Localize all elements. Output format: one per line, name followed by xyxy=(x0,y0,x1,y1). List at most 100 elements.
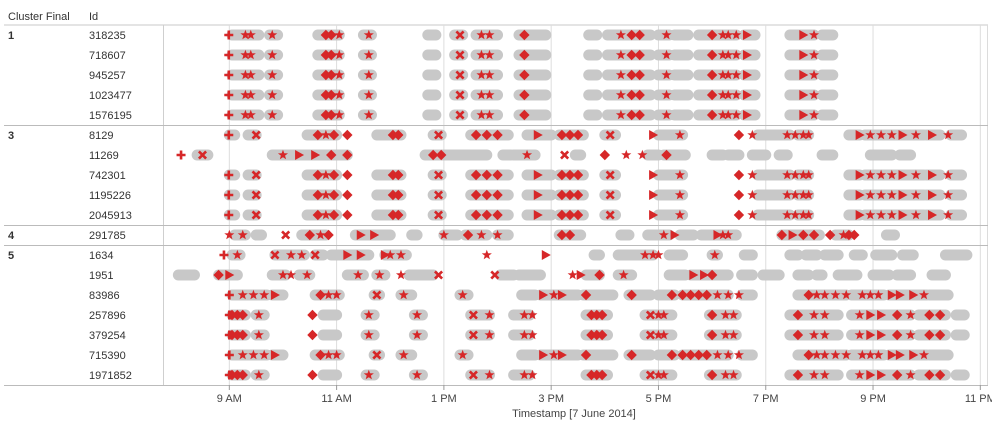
star-mark xyxy=(865,169,876,180)
star-mark xyxy=(731,49,742,60)
triangle-mark xyxy=(742,30,752,40)
star-mark xyxy=(790,189,801,200)
star-mark xyxy=(484,369,495,380)
star-mark xyxy=(709,249,720,260)
diamond-mark xyxy=(706,109,718,121)
diamond-mark xyxy=(572,129,584,141)
star-mark xyxy=(798,209,809,220)
star-mark xyxy=(808,309,820,320)
star-mark xyxy=(723,289,734,300)
cluster-label: 5 xyxy=(8,250,14,262)
timeline-row xyxy=(224,289,954,301)
cross-mark xyxy=(468,330,478,340)
star-mark xyxy=(457,349,468,360)
star-mark xyxy=(315,229,326,240)
diamond-mark xyxy=(666,289,678,301)
star-mark xyxy=(484,309,495,320)
row-id-label: 1195226 xyxy=(89,190,131,202)
diamond-mark xyxy=(891,369,903,381)
timeline-row xyxy=(172,269,951,281)
timeline-row xyxy=(224,29,839,41)
diamond-mark xyxy=(232,369,243,381)
row-id-label: 318235 xyxy=(89,30,126,42)
star-mark xyxy=(808,89,820,100)
star-mark xyxy=(747,189,758,200)
triangle-mark xyxy=(898,190,908,200)
star-mark xyxy=(733,289,744,300)
diamond-mark xyxy=(492,209,503,221)
diamond-mark xyxy=(626,109,637,121)
triangle-mark xyxy=(557,350,567,360)
star-mark xyxy=(323,349,334,360)
diamond-mark xyxy=(393,169,404,181)
star-mark xyxy=(782,209,793,220)
star-mark xyxy=(267,69,278,80)
triangle-mark xyxy=(799,70,809,80)
triangle-mark xyxy=(689,270,699,280)
star-mark xyxy=(653,369,664,380)
diamond-mark xyxy=(481,129,493,141)
diamond-mark xyxy=(824,229,836,241)
diamond-mark xyxy=(594,269,605,281)
star-mark xyxy=(723,349,734,360)
diamond-mark xyxy=(634,109,645,121)
diamond-mark xyxy=(934,329,946,341)
star-mark xyxy=(790,209,801,220)
star-mark xyxy=(334,89,345,100)
diamond-mark xyxy=(237,309,248,321)
star-mark xyxy=(302,269,313,280)
star-mark xyxy=(876,209,887,220)
star-mark xyxy=(253,309,264,320)
star-mark xyxy=(240,29,251,40)
timeline-row xyxy=(224,69,839,81)
timeline-row xyxy=(224,349,954,361)
diamond-mark xyxy=(470,209,482,221)
triangle-mark xyxy=(539,290,549,300)
diamond-mark xyxy=(556,129,568,141)
diamond-mark xyxy=(320,69,332,81)
star-mark xyxy=(886,189,897,200)
diamond-mark xyxy=(706,49,718,61)
triangle-mark xyxy=(855,210,865,220)
triangle-mark xyxy=(928,210,938,220)
star-mark xyxy=(363,89,374,100)
star-mark xyxy=(363,369,374,380)
star-mark xyxy=(674,189,685,200)
star-mark xyxy=(723,229,734,240)
star-mark xyxy=(245,109,256,120)
star-mark xyxy=(731,69,742,80)
star-mark xyxy=(728,369,739,380)
row-id-label: 1576195 xyxy=(89,110,132,122)
diamond-mark xyxy=(564,189,576,201)
diamond-mark xyxy=(320,89,332,101)
cross-mark xyxy=(434,170,444,180)
star-mark xyxy=(674,169,685,180)
x-tick-label: 9 PM xyxy=(860,393,886,405)
star-mark xyxy=(653,249,664,260)
star-mark xyxy=(865,129,876,140)
star-mark xyxy=(808,369,820,380)
star-mark xyxy=(320,169,331,180)
star-mark xyxy=(811,349,822,360)
triangle-mark xyxy=(649,210,659,220)
diamond-mark xyxy=(706,29,718,41)
plus-mark xyxy=(224,70,234,80)
triangle-mark xyxy=(788,230,798,240)
timeline-row xyxy=(224,229,900,241)
diamond-mark xyxy=(626,289,637,301)
triangle-mark xyxy=(877,330,887,340)
star-mark xyxy=(918,289,930,300)
star-mark xyxy=(720,369,731,380)
star-mark xyxy=(830,349,841,360)
star-mark xyxy=(331,289,342,300)
star-mark xyxy=(484,109,495,120)
cross-mark xyxy=(372,290,382,300)
diamond-mark xyxy=(315,289,326,301)
diamond-mark xyxy=(661,149,672,161)
star-mark xyxy=(277,149,289,160)
star-mark xyxy=(876,169,887,180)
diamond-mark xyxy=(492,169,503,181)
triangle-mark xyxy=(380,250,390,260)
diamond-mark xyxy=(626,349,637,361)
star-mark xyxy=(658,309,669,320)
